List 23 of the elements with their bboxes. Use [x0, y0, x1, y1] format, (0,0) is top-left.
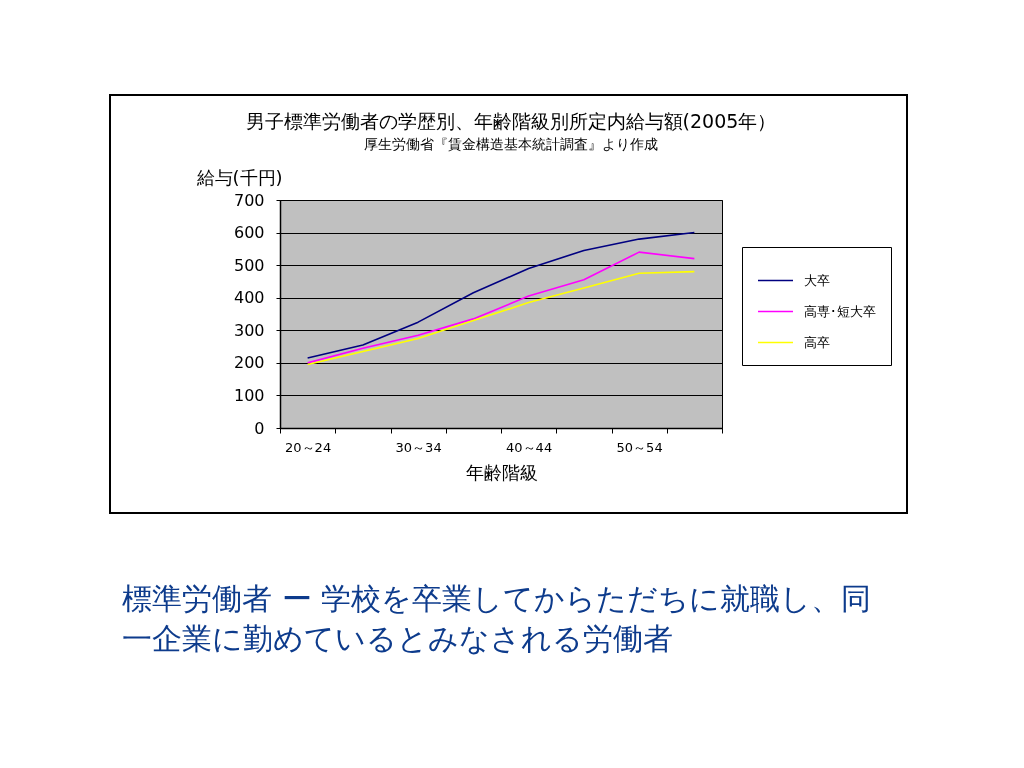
x-tick-label: 20～24 — [285, 439, 332, 455]
y-tick-label: 100 — [233, 385, 265, 405]
y-tick-label: 600 — [233, 223, 265, 243]
y-tick-label: 500 — [233, 255, 265, 275]
line-series — [306, 231, 696, 359]
legend-label: 高卒 — [804, 334, 830, 350]
y-tick-label: 700 — [233, 190, 265, 210]
x-tick-label: 30～34 — [395, 439, 442, 455]
legend-label: 大卒 — [804, 272, 830, 288]
chart-title: 男子標準労働者の学歴別、年齢階級別所定内給与額(2005年） — [245, 110, 777, 132]
y-tick-label: 200 — [233, 353, 265, 373]
legend-label: 高専･短大卒 — [804, 303, 876, 319]
x-tick-label: 40～44 — [506, 439, 553, 455]
line-series — [306, 251, 696, 364]
y-axis-title: 給与(千円) — [195, 166, 283, 188]
chart-subtitle: 厚生労働省『賃金構造基本統計調査』より作成 — [364, 136, 658, 152]
y-tick-label: 400 — [233, 288, 265, 308]
y-tick-label: 300 — [233, 320, 265, 340]
text: 標準労働者 ー 学校を卒業してからただちに就職し、同一企業に勤めているとみなされる労働者 — [122, 581, 872, 656]
line-series — [306, 270, 696, 366]
x-tick-label: 50～54 — [616, 439, 663, 455]
y-tick-label: 0 — [254, 418, 265, 438]
x-axis-title: 年齢階級 — [465, 461, 538, 483]
